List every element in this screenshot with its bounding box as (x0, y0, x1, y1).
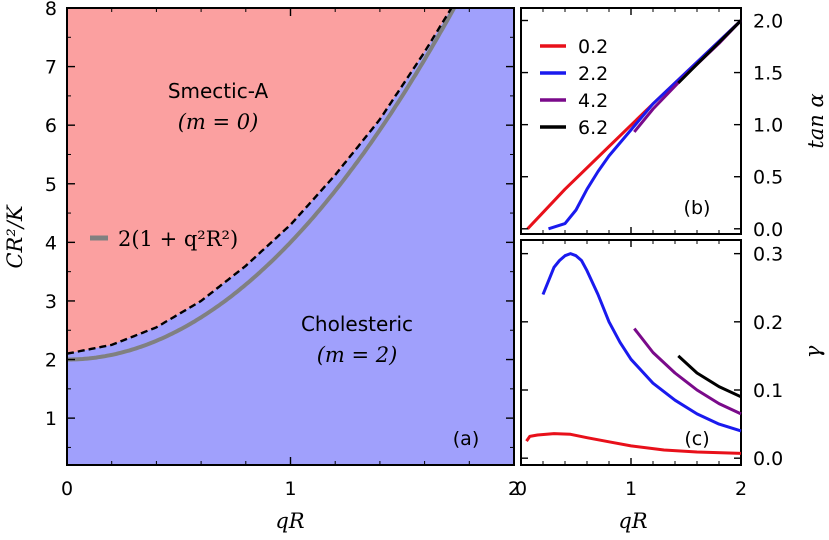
panel-a-ytick-label: 1 (45, 408, 57, 430)
panel-a-ylabel: CR²/K (3, 204, 27, 268)
panel-b-label: (b) (684, 197, 711, 219)
panel-c-xtick-label: 2 (735, 478, 747, 500)
panel-c-ytick-label: 0.1 (753, 380, 783, 402)
panel-c-series-2.2 (541, 252, 742, 433)
panel-c-label: (c) (684, 428, 709, 450)
panel-a-ytick-label: 5 (45, 174, 57, 196)
panel-a-label: (a) (453, 428, 479, 450)
panel-c-ytick-label: 0.3 (753, 244, 783, 266)
panel-b-ytick-label: 1.5 (753, 63, 783, 85)
legend: 0.2 2.2 4.2 6.2 (540, 36, 608, 139)
smectic-region (67, 8, 452, 354)
panel-b-series-2.2 (548, 19, 743, 231)
panel-a: 0 1 2 1 2 3 4 5 6 7 8 Smectic-A (m = 0) Cholesteri… (3, 0, 520, 533)
panel-a-ytick-label: 7 (45, 57, 57, 79)
panel-c-series-0.2 (525, 432, 742, 455)
panel-a-xtick-label: 2 (508, 478, 520, 500)
smectic-sub: (m = 0) (178, 110, 259, 134)
panel-a-ytick-label: 6 (45, 115, 57, 137)
panel-a-xtick-label: 1 (284, 478, 296, 500)
cholesteric-label: Cholesteric (301, 312, 413, 336)
panel-b-series-6.2 (677, 19, 743, 85)
panel-b-ytick-label: 1.0 (753, 115, 783, 137)
panel-a-ytick-label: 3 (45, 291, 57, 313)
panel-a-xtick-label: 0 (61, 478, 73, 500)
panel-a-frame (66, 7, 515, 466)
panel-a-ytick-label: 4 (45, 232, 57, 254)
panel-a-xlabel: qR (275, 509, 304, 533)
panel-c-ytick-label: 0.2 (753, 312, 783, 334)
panel-b-ytick-label: 0.5 (753, 167, 783, 189)
panel-b-ylabel: tan α (804, 93, 828, 148)
panel-b: 0.0 0.5 1.0 1.5 2.0 0.2 2.2 4.2 6.2 (b) tan α (520, 7, 828, 241)
panel-c-ylabel: γ (801, 345, 825, 358)
panel-c-ytick-label: 0.0 (753, 448, 783, 470)
panel-c-series-4.2 (633, 327, 742, 416)
legend-label-4.2: 4.2 (578, 90, 608, 112)
panel-a-ytick-label: 2 (45, 350, 57, 372)
panel-c-xlabel: qR (618, 509, 647, 533)
smectic-label: Smectic-A (168, 79, 269, 103)
panel-c: 0 1 2 0.0 0.1 0.2 0.3 (c) qR γ (515, 239, 825, 533)
legend-label-2.2: 2.2 (578, 63, 608, 85)
panel-c-series-6.2 (677, 354, 742, 399)
phase-boundary-curve (67, 8, 453, 355)
theory-curve (67, 8, 457, 362)
legend-label-6.2: 6.2 (578, 117, 608, 139)
panel-c-xtick-label: 1 (625, 478, 637, 500)
panel-b-ytick-label: 2.0 (753, 10, 783, 32)
legend-label-0.2: 0.2 (578, 36, 608, 58)
panel-b-ytick-label: 0.0 (753, 219, 783, 241)
panel-c-xtick-label: 0 (515, 478, 527, 500)
cholesteric-sub: (m = 2) (317, 343, 398, 367)
theory-legend-label: 2(1 + q²R²) (118, 227, 238, 251)
panel-a-ytick-label: 8 (45, 0, 57, 20)
